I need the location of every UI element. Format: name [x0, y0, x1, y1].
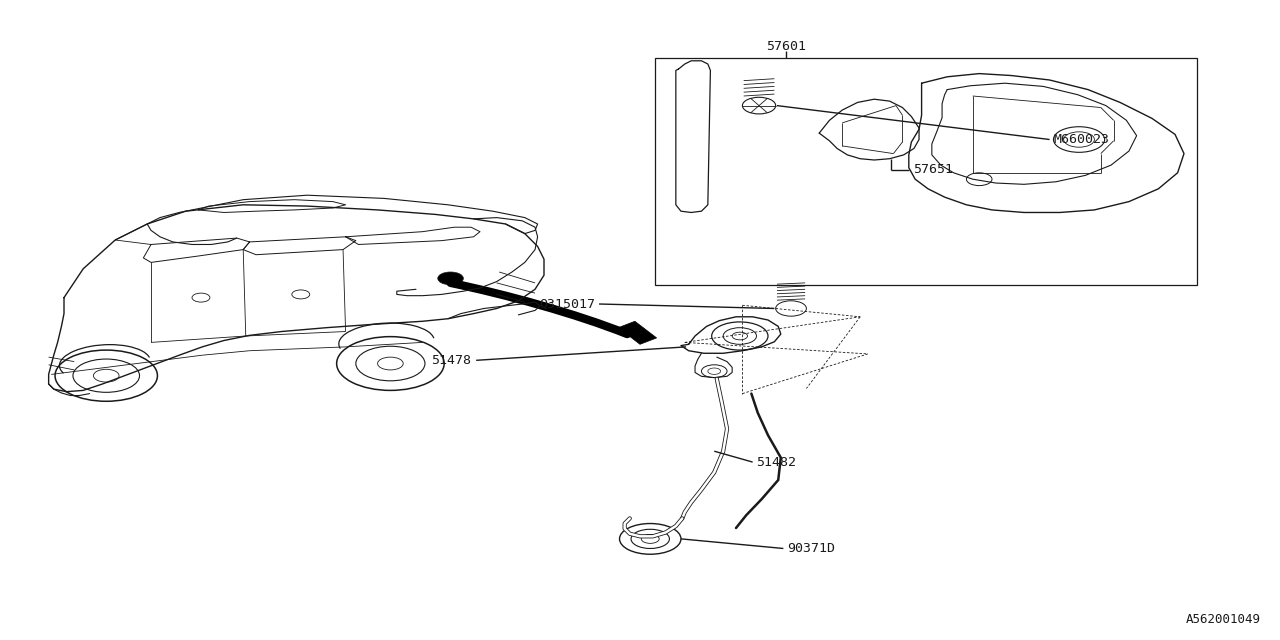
Text: 57601: 57601 — [765, 40, 806, 52]
Text: 51482: 51482 — [756, 456, 796, 468]
Text: Q315017: Q315017 — [539, 298, 595, 310]
Text: A562001049: A562001049 — [1185, 613, 1261, 626]
Bar — [655, 58, 1197, 285]
Text: 90371D: 90371D — [787, 542, 836, 555]
Text: 57651: 57651 — [913, 163, 952, 176]
PathPatch shape — [618, 321, 657, 344]
Text: M660023: M660023 — [1053, 133, 1110, 146]
Text: 51478: 51478 — [431, 354, 471, 367]
Circle shape — [438, 272, 463, 285]
